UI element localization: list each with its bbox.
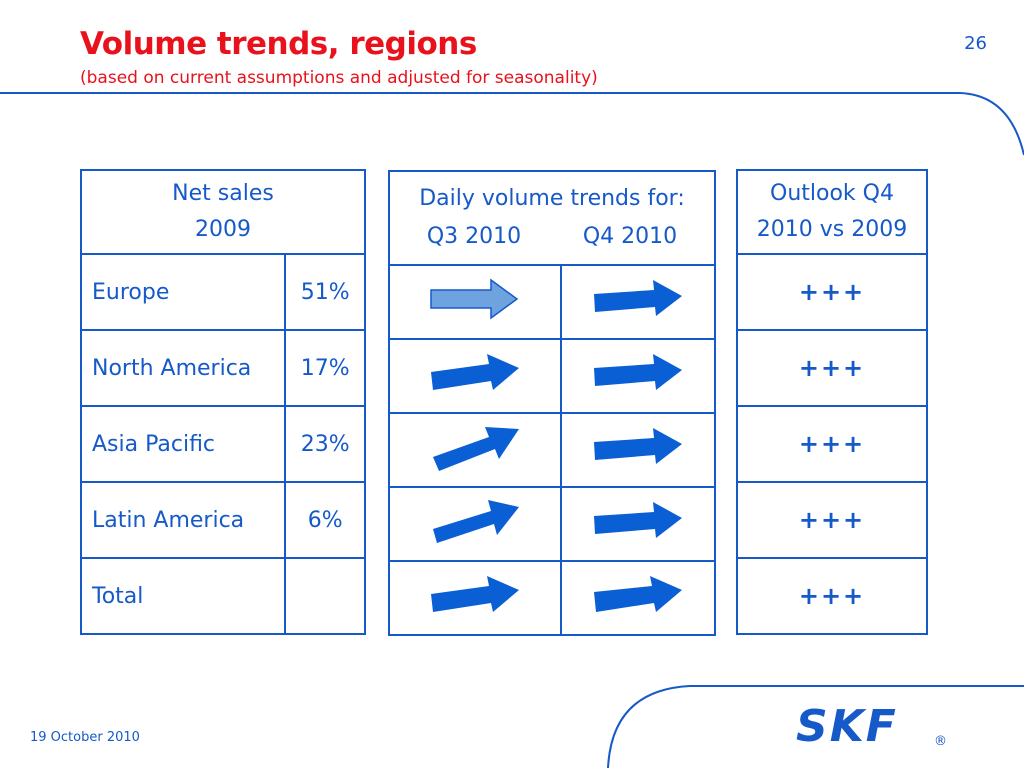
trend-cell-q4: [560, 560, 716, 636]
right-arrow-icon: [594, 502, 682, 538]
daily-trends-table: Daily volume trends for: Q3 2010 Q4 2010: [388, 170, 716, 636]
table-row: +++: [736, 253, 928, 331]
column-q3-label: Q3 2010: [426, 224, 522, 249]
outlook-value: +++: [736, 253, 928, 331]
table-row: +++: [736, 405, 928, 483]
table-row: +++: [736, 557, 928, 635]
right-arrow-icon: [431, 354, 519, 390]
outlook-header-line1: Outlook Q4: [770, 181, 894, 206]
trend-cell-q3: [388, 560, 562, 636]
sales-share: 51%: [284, 253, 366, 331]
right-arrow-icon: [431, 576, 519, 612]
sales-share: [284, 557, 366, 635]
page-number: 26: [964, 33, 987, 54]
table-row: +++: [736, 329, 928, 407]
table-row: [388, 560, 716, 636]
region-label: Asia Pacific: [79, 405, 287, 483]
outlook-value: +++: [736, 557, 928, 635]
up-right-arrow-icon: [433, 427, 519, 471]
region-label: Total: [79, 557, 287, 635]
trend-cell-q3: [388, 338, 562, 414]
table-row: [388, 486, 716, 562]
up-right-arrow-icon: [433, 500, 519, 543]
net-sales-header-line2: 2009: [195, 217, 251, 242]
page-title: Volume trends, regions: [80, 26, 477, 62]
trend-cell-q3: [388, 412, 562, 488]
right-arrow-icon: [594, 354, 682, 390]
net-sales-table: Net sales 2009 Europe 51% North America …: [79, 169, 366, 635]
right-arrow-icon: [594, 576, 682, 612]
net-sales-header: Net sales 2009: [80, 169, 366, 255]
registered-mark: ®: [934, 734, 947, 749]
right-arrow-icon: [430, 278, 519, 320]
trend-cell-q3: [388, 486, 562, 562]
table-row: Asia Pacific 23%: [79, 405, 366, 483]
right-arrow-icon: [594, 428, 682, 464]
region-label: Latin America: [79, 481, 287, 559]
net-sales-header-line1: Net sales: [172, 181, 274, 206]
outlook-value: +++: [736, 329, 928, 407]
outlook-header: Outlook Q4 2010 vs 2009: [736, 169, 928, 255]
table-row: Europe 51%: [79, 253, 366, 331]
region-label: North America: [79, 329, 287, 407]
column-q4-label: Q4 2010: [582, 224, 678, 249]
sales-share: 17%: [284, 329, 366, 407]
trend-cell-q3: [388, 264, 562, 340]
sales-share: 23%: [284, 405, 366, 483]
outlook-value: +++: [736, 405, 928, 483]
table-row: [388, 338, 716, 414]
trend-cell-q4: [560, 264, 716, 340]
daily-trends-header-line1: Daily volume trends for:: [419, 186, 685, 211]
outlook-value: +++: [736, 481, 928, 559]
sales-share: 6%: [284, 481, 366, 559]
outlook-header-line2: 2010 vs 2009: [756, 217, 908, 242]
skf-logo: SKF: [796, 701, 898, 752]
trend-cell-q4: [560, 486, 716, 562]
table-row: [388, 412, 716, 488]
table-row: North America 17%: [79, 329, 366, 407]
trend-cell-q4: [560, 412, 716, 488]
trend-cell-q4: [560, 338, 716, 414]
footer-date: 19 October 2010: [30, 730, 140, 745]
table-row: Latin America 6%: [79, 481, 366, 559]
region-label: Europe: [79, 253, 287, 331]
table-row: Total: [79, 557, 366, 635]
page-subtitle: (based on current assumptions and adjust…: [80, 68, 598, 88]
daily-trends-header: Daily volume trends for: Q3 2010 Q4 2010: [388, 170, 716, 266]
outlook-table: Outlook Q4 2010 vs 2009 +++ +++ +++ +++ …: [736, 169, 928, 635]
table-row: [388, 264, 716, 340]
right-arrow-icon: [594, 280, 682, 316]
table-row: +++: [736, 481, 928, 559]
